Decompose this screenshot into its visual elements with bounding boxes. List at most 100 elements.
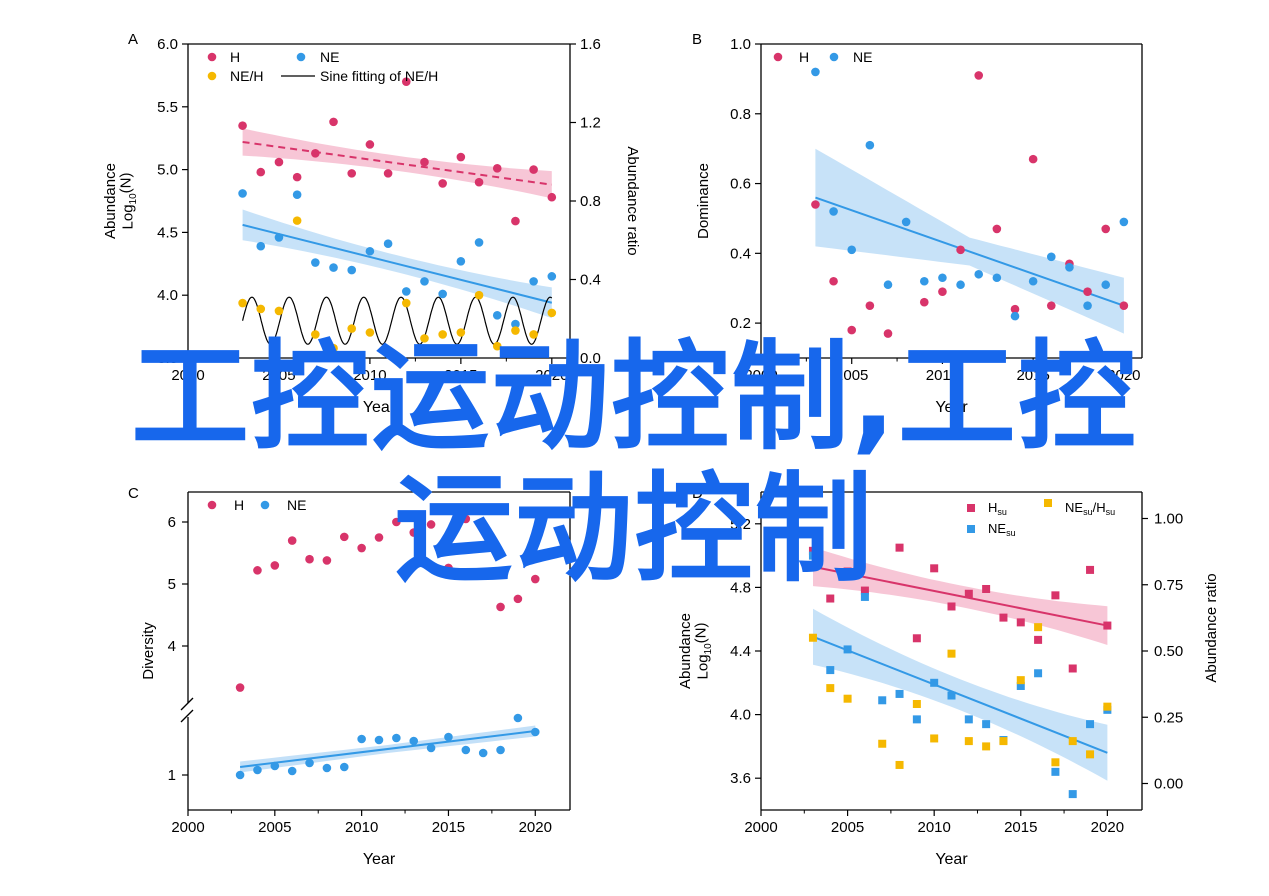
nesu-point (808, 551, 817, 560)
y2-tick-label: 0.75 (1154, 577, 1183, 594)
ne-point (357, 734, 366, 744)
legend-ne-h-marker (207, 71, 217, 81)
legend-h-marker (207, 52, 217, 62)
nesu-point (860, 592, 869, 601)
y-tick-label: 0.6 (730, 176, 751, 193)
ne-h-ratio-point (547, 308, 557, 318)
hsu-point (964, 589, 973, 598)
x-tick-label: 2000 (171, 367, 204, 384)
h-point (374, 533, 384, 542)
legend-h-marker (207, 500, 217, 510)
ne-point (513, 713, 523, 723)
ne-point (392, 733, 401, 743)
y2-tick-label: 1.2 (580, 115, 601, 132)
legend-h-label: H (234, 497, 244, 513)
legend-ne-marker (260, 500, 270, 510)
h-point (347, 169, 357, 178)
x-tick-label: 2020 (1107, 367, 1140, 384)
panel-a: A 3.5 4.0 4.5 5.0 5.5 6.0 0.0 0.4 0.8 1.2 1.6 2000 20… (102, 31, 641, 416)
h-point (438, 179, 447, 188)
y-tick-label: 4.4 (730, 643, 751, 660)
nesu-hsu-ratio-point (1068, 737, 1077, 746)
nesu-point (1016, 681, 1025, 690)
legend-ne-marker (296, 52, 306, 62)
ne-point (305, 758, 314, 768)
x-axis-title: Year (363, 399, 396, 416)
ne-point (492, 310, 502, 320)
ne-point (238, 189, 247, 198)
h-point (492, 164, 502, 173)
legend-nesu-marker (967, 525, 975, 533)
y-tick-label: 5.5 (157, 99, 178, 116)
ne-confidence-band (815, 148, 1124, 334)
hsu-point (1068, 664, 1077, 673)
y-tick-label: 0.2 (730, 315, 751, 332)
hsu-point (1086, 565, 1095, 574)
hsu-point (808, 546, 817, 555)
panel-d: D 3.6 4.0 4.4 4.8 5.2 0.00 0.25 0.50 0.75 1.00 2000… (677, 485, 1220, 868)
nesu-hsu-ratio-point (930, 734, 939, 743)
h-point (420, 157, 429, 167)
ne-h-ratio-point (238, 298, 247, 308)
h-point (530, 574, 540, 584)
y-axis-title: AbundanceLog10(N) (677, 613, 714, 689)
legend-nesu-label: NEsu (988, 521, 1016, 538)
x-tick-label: 2005 (262, 367, 295, 384)
h-point (256, 167, 266, 177)
h-point (1028, 154, 1038, 164)
ne-h-ratio-point (292, 216, 302, 225)
y-tick-label: 5 (168, 576, 176, 593)
ne-point (270, 761, 280, 771)
h-point (919, 297, 929, 307)
y2-axis-title: Abundance ratio (624, 146, 641, 255)
panel-c: C 1 4 5 6 2000 2005 2010 2015 2020 Year Diversity H N… (128, 485, 571, 868)
nesu-hsu-ratio-point (982, 742, 991, 751)
h-point (426, 520, 436, 529)
h-point (529, 165, 538, 174)
h-point (456, 152, 466, 162)
y-tick-label: 4.0 (157, 287, 178, 304)
ne-point (287, 766, 297, 776)
y-tick-label: 0.4 (730, 245, 751, 262)
y-axis-title: Dominance (695, 163, 712, 239)
x-tick-label: 2020 (535, 367, 568, 384)
nesu-hsu-ratio-point (964, 737, 973, 746)
hsu-point (930, 564, 939, 573)
panel-label: A (128, 31, 138, 48)
h-point (1083, 287, 1092, 297)
ne-point (1119, 217, 1129, 227)
ne-point (547, 272, 557, 281)
hsu-point (1016, 618, 1025, 627)
h-point (444, 563, 453, 573)
ne-h-ratio-point (365, 328, 375, 337)
legend-h-marker (773, 52, 783, 62)
ne-h-ratio-point (256, 304, 266, 314)
h-point (513, 594, 523, 604)
h-point (401, 77, 411, 86)
ne-point (461, 745, 471, 755)
panel-label: C (128, 485, 139, 502)
h-point (478, 525, 488, 534)
legend-ratio-marker (1044, 499, 1052, 507)
ne-point (1028, 276, 1038, 286)
h-point (974, 71, 984, 80)
ne-point (274, 233, 284, 242)
panel-label: D (692, 485, 703, 502)
legend-h-label: H (799, 49, 809, 65)
h-point (496, 602, 505, 612)
hsu-point (999, 613, 1008, 622)
legend-ne-h-label: NE/H (230, 68, 263, 84)
nesu-hsu-ratio-point (1034, 623, 1043, 632)
h-point (956, 245, 965, 255)
h-point (992, 224, 1002, 234)
ne-point (456, 256, 466, 266)
ne-point (883, 280, 893, 290)
hsu-point (1103, 621, 1112, 630)
y2-tick-label: 0.4 (580, 272, 601, 289)
x-tick-label: 2010 (917, 819, 950, 836)
nesu-point (1068, 790, 1077, 799)
h-point (292, 172, 302, 182)
nesu-hsu-ratio-point (895, 760, 904, 769)
h-point (383, 169, 393, 178)
nesu-point (895, 689, 904, 698)
